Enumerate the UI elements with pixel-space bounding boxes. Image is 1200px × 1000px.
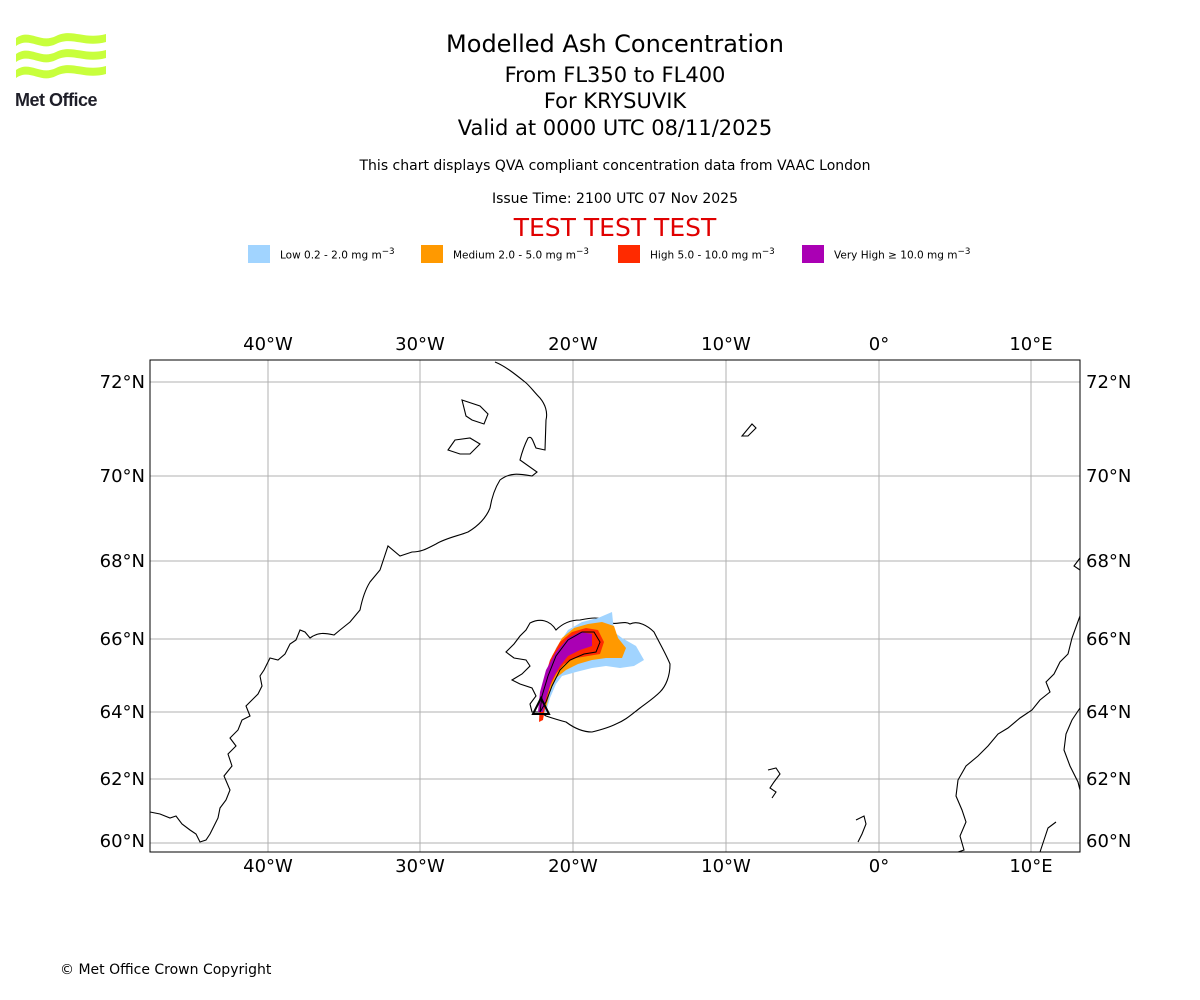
volcano-marker-icon <box>531 695 551 715</box>
lat-tick-label: 72°N <box>1086 372 1131 393</box>
lat-tick-label: 62°N <box>1086 769 1131 790</box>
faroe-islands <box>767 767 781 799</box>
lon-tick-label: 0° <box>869 334 889 355</box>
greenland-fjord <box>461 399 489 425</box>
volcano-name: For KRYSUVIK <box>543 89 687 113</box>
legend-item-low: Low 0.2 - 2.0 mg m−3 <box>248 244 395 264</box>
lon-tick-label: 20°W <box>548 334 598 355</box>
legend-swatch <box>802 245 824 263</box>
legend-swatch <box>421 245 443 263</box>
legend-item-very-high: Very High ≥ 10.0 mg m−3 <box>802 244 970 264</box>
lon-labels-bottom: 40°W 30°W 20°W 10°W 0° 10°E <box>243 856 1052 877</box>
greenland-island <box>447 437 481 455</box>
chart-description: This chart displays QVA compliant concen… <box>359 158 871 174</box>
lat-tick-label: 60°N <box>1086 831 1131 852</box>
map-frame <box>149 359 1081 853</box>
legend-swatch <box>618 245 640 263</box>
lat-tick-label: 64°N <box>1086 702 1131 723</box>
lon-tick-label: 10°E <box>1009 334 1052 355</box>
lat-tick-label: 66°N <box>100 629 145 650</box>
lat-tick-label: 68°N <box>1086 551 1131 572</box>
legend-label: High 5.0 - 10.0 mg m−3 <box>650 246 775 262</box>
iceland-coast <box>505 617 671 733</box>
legend-swatch <box>248 245 270 263</box>
lon-tick-label: 10°W <box>701 334 751 355</box>
ash-concentration <box>538 612 644 722</box>
lon-tick-label: 10°W <box>701 856 751 877</box>
lat-tick-label: 66°N <box>1086 629 1131 650</box>
met-office-logo: Met Office <box>14 30 109 112</box>
chart-title: Modelled Ash Concentration <box>446 30 784 58</box>
issue-time: Issue Time: 2100 UTC 07 Nov 2025 <box>491 191 739 207</box>
ash-contour <box>539 631 601 713</box>
lat-labels-left: 72°N 70°N 68°N 66°N 64°N 62°N 60°N <box>100 372 145 852</box>
legend-label: Low 0.2 - 2.0 mg m−3 <box>280 246 395 262</box>
lon-tick-label: 20°W <box>548 856 598 877</box>
legend-item-high: High 5.0 - 10.0 mg m−3 <box>618 244 775 264</box>
lon-tick-label: 10°E <box>1009 856 1052 877</box>
greenland-coast <box>149 361 548 843</box>
met-office-wave-icon <box>16 33 106 79</box>
lat-tick-label: 64°N <box>100 702 145 723</box>
shetland-islands <box>855 815 867 843</box>
lat-tick-label: 70°N <box>100 466 145 487</box>
lat-tick-label: 68°N <box>100 551 145 572</box>
flight-level-range: From FL350 to FL400 <box>504 63 726 87</box>
lat-tick-label: 72°N <box>100 372 145 393</box>
legend-label: Medium 2.0 - 5.0 mg m−3 <box>453 246 589 262</box>
ash-map: 40°W 30°W 20°W 10°W 0° 10°E 40°W 30°W 20… <box>100 334 1132 877</box>
graticule <box>150 360 1080 852</box>
lon-tick-label: 40°W <box>243 856 293 877</box>
legend-label: Very High ≥ 10.0 mg m−3 <box>834 246 971 262</box>
lon-tick-label: 0° <box>869 856 889 877</box>
lat-tick-label: 70°N <box>1086 466 1131 487</box>
scandinavia-edge <box>1073 557 1081 571</box>
lat-labels-right: 72°N 70°N 68°N 66°N 64°N 62°N 60°N <box>1086 372 1131 852</box>
lon-tick-label: 30°W <box>395 856 445 877</box>
test-banner: TEST TEST TEST <box>513 213 717 242</box>
jan-mayen-island <box>740 423 757 437</box>
lon-tick-label: 40°W <box>243 334 293 355</box>
logo-text: Met Office <box>15 90 98 110</box>
lon-tick-label: 30°W <box>395 334 445 355</box>
legend-item-medium: Medium 2.0 - 5.0 mg m−3 <box>421 244 589 264</box>
lat-tick-label: 62°N <box>100 769 145 790</box>
norway-coast <box>955 615 1081 853</box>
valid-time: Valid at 0000 UTC 08/11/2025 <box>457 116 773 140</box>
coastlines <box>149 361 1081 853</box>
lon-labels-top: 40°W 30°W 20°W 10°W 0° 10°E <box>243 334 1052 355</box>
ash-high <box>539 628 604 722</box>
lat-tick-label: 60°N <box>100 831 145 852</box>
copyright-notice: © Met Office Crown Copyright <box>60 962 272 978</box>
